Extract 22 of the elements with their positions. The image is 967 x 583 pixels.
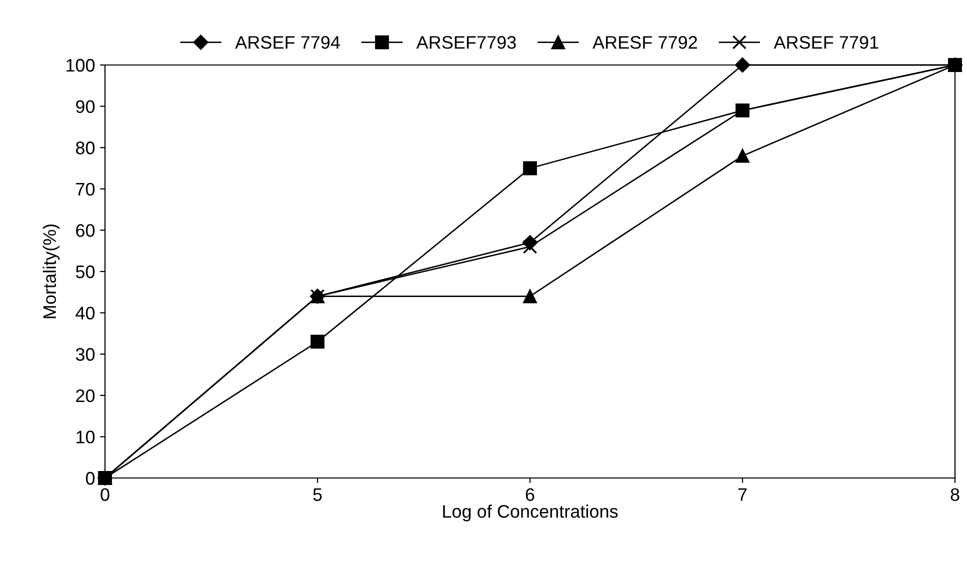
y-tick-label: 20 xyxy=(76,389,95,402)
legend-label: ARSEF7793 xyxy=(416,36,516,49)
x-axis-title: Log of Concentrations xyxy=(443,504,618,522)
y-tick-label: 90 xyxy=(76,100,95,114)
y-tick-label: 70 xyxy=(76,182,95,196)
y-tick-label: 10 xyxy=(76,430,95,444)
y-tick-label: 30 xyxy=(76,348,95,361)
y-tick-label: 0 xyxy=(86,472,95,485)
x-tick-label: 8 xyxy=(950,488,960,501)
x-tick-label: 5 xyxy=(313,488,322,501)
y-tick-label: 80 xyxy=(76,142,95,154)
legend-label: ARSEF 7794 xyxy=(235,36,340,49)
y-tick-label: 40 xyxy=(76,306,95,320)
y-tick-label: 50 xyxy=(76,265,95,278)
x-tick-label: 6 xyxy=(526,488,534,501)
y-tick-label: 60 xyxy=(76,224,95,237)
legend-label: ARESF 7792 xyxy=(592,36,697,49)
legend-label: ARSEF 7791 xyxy=(774,36,878,49)
y-axis-title: Mortality(%) xyxy=(42,224,60,318)
x-tick-label: 7 xyxy=(738,488,747,501)
x-tick-label: 0 xyxy=(100,488,110,501)
y-tick-label: 100 xyxy=(66,58,95,72)
